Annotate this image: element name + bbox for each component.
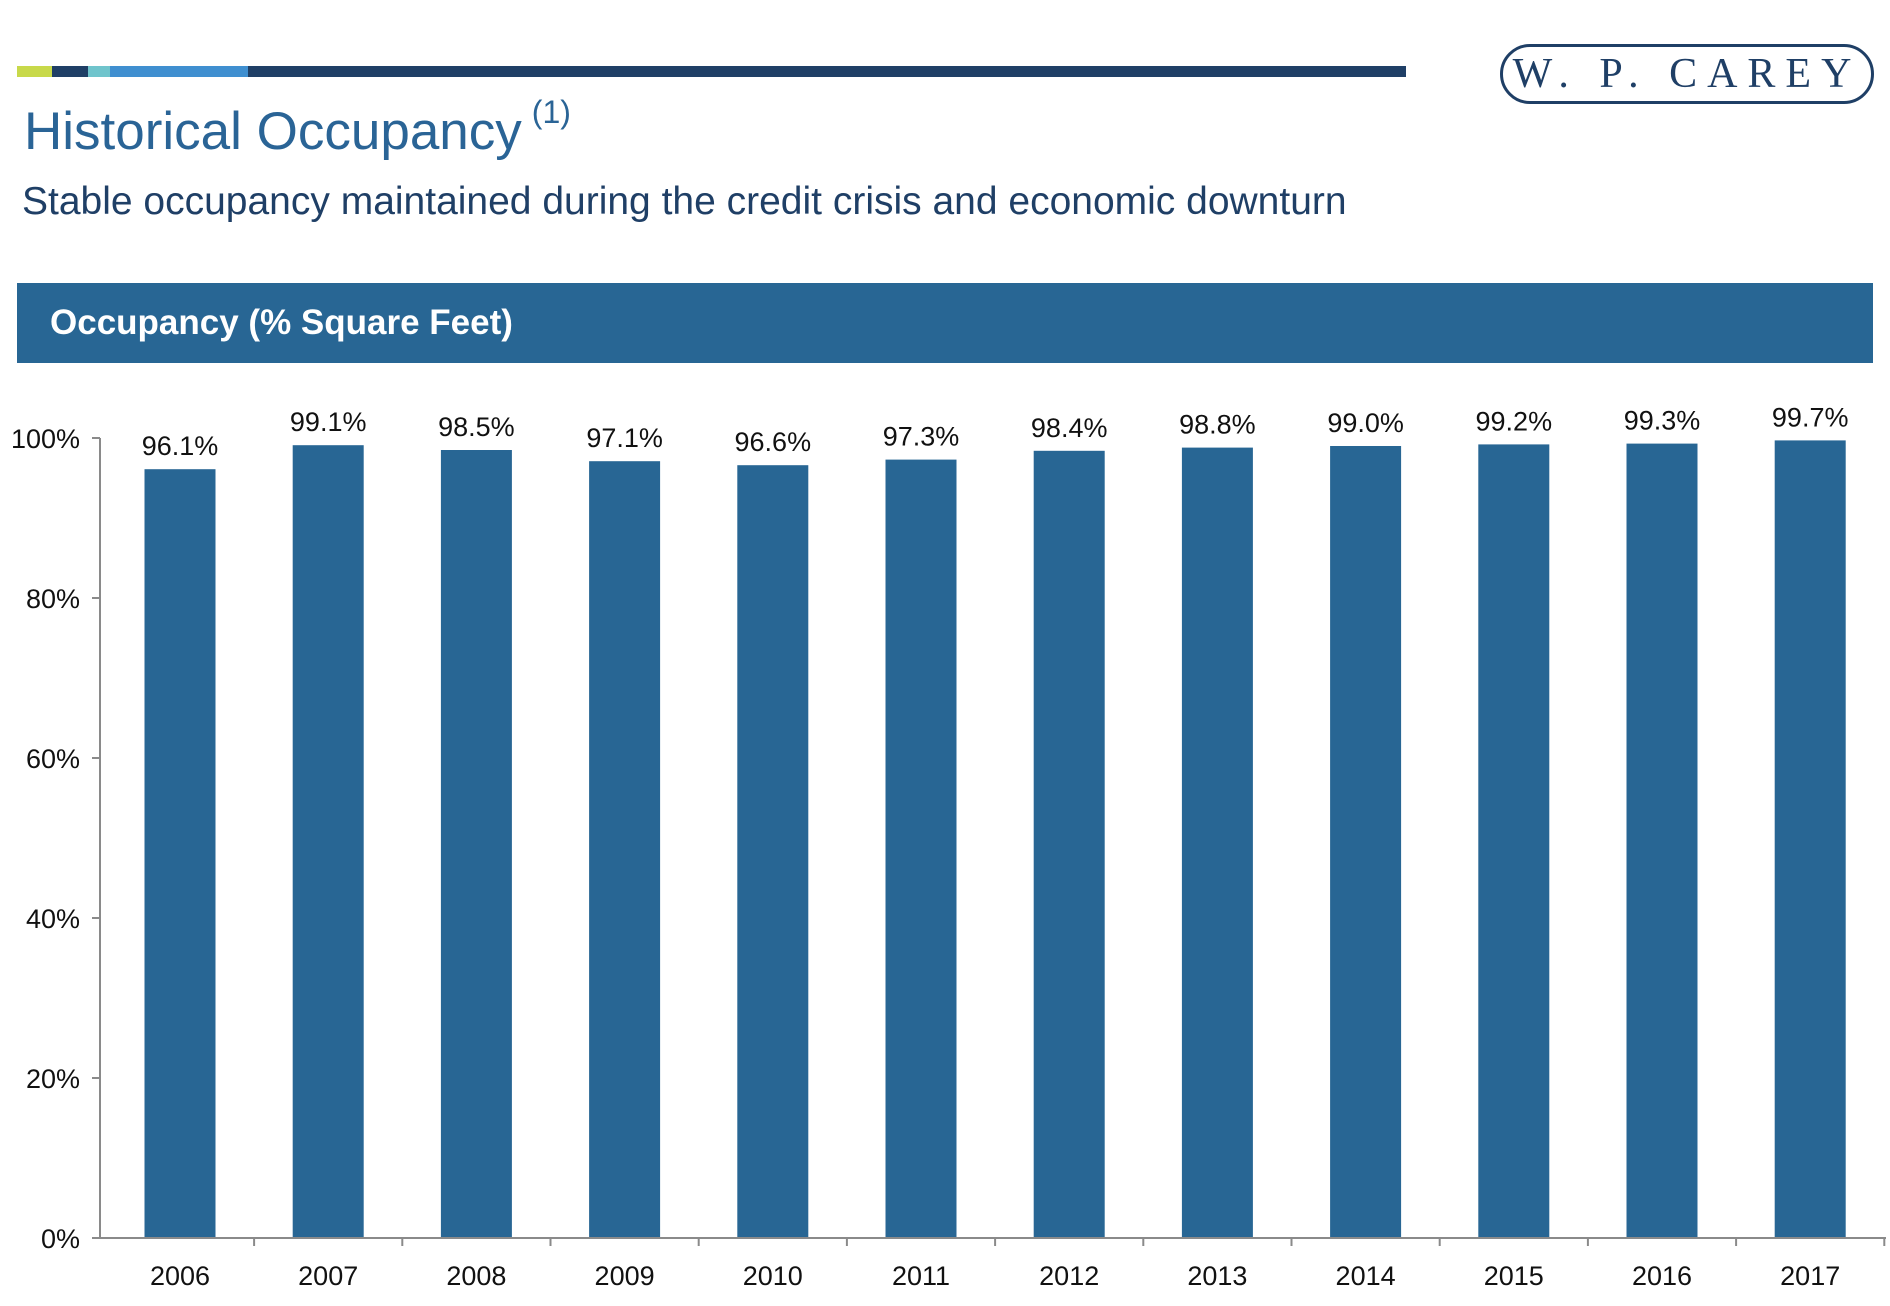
x-tick-label-2011: 2011 bbox=[892, 1261, 950, 1291]
y-tick-label: 80% bbox=[26, 584, 80, 614]
bar-2014 bbox=[1330, 446, 1402, 1238]
data-label-2009: 97.1% bbox=[586, 423, 663, 453]
bar-2013 bbox=[1181, 447, 1253, 1239]
y-tick-label: 0% bbox=[41, 1224, 80, 1254]
x-tick-label-2010: 2010 bbox=[743, 1261, 803, 1291]
bars bbox=[144, 440, 1846, 1239]
bar-2010 bbox=[737, 465, 809, 1238]
bar-2007 bbox=[292, 445, 364, 1238]
x-tick-label-2007: 2007 bbox=[298, 1261, 358, 1291]
x-axis: 2006 2007 2008 2009 2010 2011 2012 2013 2014 2015… bbox=[100, 1237, 1886, 1291]
company-logo: W. P. CAREY bbox=[1500, 44, 1874, 104]
bar-2012 bbox=[1033, 450, 1105, 1238]
page-subtitle: Stable occupancy maintained during the c… bbox=[22, 180, 1347, 223]
x-tick-label-2017: 2017 bbox=[1780, 1261, 1840, 1291]
x-tick-label-2006: 2006 bbox=[150, 1261, 210, 1291]
accent-bar-navy-1 bbox=[52, 66, 88, 77]
bar-2016 bbox=[1626, 443, 1698, 1239]
bar-2011 bbox=[885, 459, 957, 1239]
y-axis: 0% 20% 40% 60% 80% 100% bbox=[11, 424, 101, 1254]
data-label-2016: 99.3% bbox=[1624, 406, 1701, 436]
x-tick-label-2012: 2012 bbox=[1039, 1261, 1099, 1291]
data-label-2017: 99.7% bbox=[1772, 402, 1849, 432]
accent-bar-navy-2 bbox=[248, 66, 1406, 77]
y-tick-label: 40% bbox=[26, 904, 80, 934]
bar-2006 bbox=[144, 469, 216, 1238]
data-labels: 96.1% 99.1% 98.5% 97.1% 96.6% 97.3% 98.4% 98.8%… bbox=[142, 402, 1849, 461]
chart-title-banner: Occupancy (% Square Feet) bbox=[17, 283, 1873, 363]
data-label-2012: 98.4% bbox=[1031, 413, 1108, 443]
x-tick-label-2014: 2014 bbox=[1336, 1261, 1396, 1291]
data-label-2007: 99.1% bbox=[290, 407, 367, 437]
y-tick-label: 20% bbox=[26, 1064, 80, 1094]
data-label-2014: 99.0% bbox=[1327, 408, 1404, 438]
page-title-footnote: (1) bbox=[531, 94, 571, 130]
y-tick-label: 60% bbox=[26, 744, 80, 774]
page-title-text: Historical Occupancy bbox=[24, 102, 522, 161]
company-logo-text: W. P. CAREY bbox=[1512, 51, 1862, 97]
x-tick-label-2013: 2013 bbox=[1187, 1261, 1247, 1291]
page-title: Historical Occupancy (1) bbox=[24, 94, 571, 163]
data-label-2010: 96.6% bbox=[735, 427, 812, 457]
data-label-2015: 99.2% bbox=[1476, 406, 1553, 436]
bar-2017 bbox=[1774, 440, 1846, 1238]
x-tick-label-2016: 2016 bbox=[1632, 1261, 1692, 1291]
bar-2008 bbox=[440, 450, 512, 1238]
x-tick-label-2008: 2008 bbox=[446, 1261, 506, 1291]
bar-2015 bbox=[1478, 444, 1550, 1238]
data-label-2006: 96.1% bbox=[142, 431, 219, 461]
accent-bar-blue bbox=[110, 66, 248, 77]
y-tick-label: 100% bbox=[11, 424, 80, 454]
accent-bar-lime bbox=[17, 66, 52, 77]
bar-2009 bbox=[589, 461, 661, 1238]
data-label-2008: 98.5% bbox=[438, 412, 515, 442]
x-tick-label-2009: 2009 bbox=[595, 1261, 655, 1291]
accent-bar-teal bbox=[88, 66, 110, 77]
data-label-2011: 97.3% bbox=[883, 422, 960, 452]
data-label-2013: 98.8% bbox=[1179, 410, 1256, 440]
chart-title: Occupancy (% Square Feet) bbox=[50, 303, 513, 342]
x-tick-label-2015: 2015 bbox=[1484, 1261, 1544, 1291]
